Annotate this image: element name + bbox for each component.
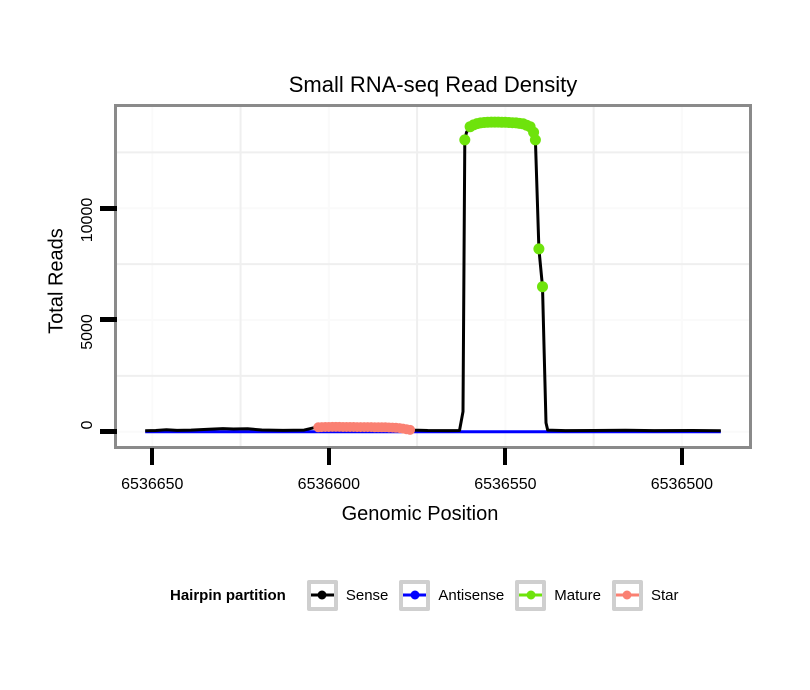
legend-dot-swatch — [317, 590, 327, 600]
plot-panel — [114, 104, 752, 449]
series-star-point — [405, 424, 416, 435]
legend-key-box — [515, 579, 547, 611]
x-tick-label: 6536600 — [297, 476, 360, 493]
legend-label: Star — [650, 586, 679, 604]
y-tick-mark — [100, 205, 117, 211]
y-tick-mark — [100, 429, 117, 435]
plot-area — [117, 107, 749, 446]
x-axis-title: Genomic Position — [341, 503, 499, 525]
legend-key-box — [611, 579, 643, 611]
legend-key-antisense: Antisense — [399, 579, 505, 611]
y-axis-title: Total Reads — [45, 228, 68, 334]
y-tick-label: 10000 — [79, 198, 96, 243]
legend-label: Antisense — [438, 586, 505, 604]
x-tick-mark — [679, 448, 684, 465]
chart-title: Small RNA-seq Read Density — [288, 72, 578, 97]
y-tick-mark — [100, 317, 117, 323]
legend-key-box — [399, 579, 431, 611]
legend: Hairpin partition Sense Antisense Mature St… — [170, 578, 689, 612]
series-mature-point — [537, 281, 548, 293]
series-mature-point — [459, 134, 471, 146]
legend-dot-swatch — [622, 590, 632, 600]
x-tick-mark — [150, 448, 155, 465]
x-tick-label: 6536550 — [474, 476, 537, 493]
legend-key-sense: Sense — [306, 579, 389, 611]
series-mature-point — [529, 134, 541, 146]
legend-key-box — [306, 579, 338, 611]
legend-dot-swatch — [410, 590, 420, 600]
x-tick-label: 6536500 — [650, 476, 714, 493]
x-tick-label: 6536650 — [121, 476, 184, 493]
legend-label: Sense — [345, 586, 389, 604]
legend-title: Hairpin partition — [170, 586, 286, 604]
x-tick-mark — [326, 448, 331, 465]
legend-key-star: Star — [611, 579, 679, 611]
y-tick-label: 0 — [79, 420, 96, 430]
series-sense — [145, 120, 721, 433]
y-tick-label: 5000 — [79, 314, 96, 350]
legend-key-mature: Mature — [515, 579, 601, 611]
series-mature-point — [533, 243, 545, 255]
x-tick-mark — [503, 448, 508, 465]
legend-label: Mature — [554, 586, 601, 604]
legend-dot-swatch — [526, 590, 536, 600]
legend-keys: Sense Antisense Mature Star — [306, 579, 690, 611]
